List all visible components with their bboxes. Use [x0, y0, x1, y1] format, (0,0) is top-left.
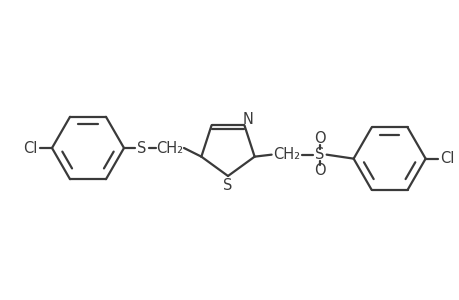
Text: O: O [313, 163, 325, 178]
Text: S: S [137, 140, 146, 155]
Text: N: N [242, 112, 253, 127]
Text: Cl: Cl [23, 140, 38, 155]
Text: S: S [223, 178, 232, 193]
Text: O: O [313, 131, 325, 146]
Text: S: S [314, 147, 324, 162]
Text: CH₂: CH₂ [273, 147, 300, 162]
Text: CH₂: CH₂ [156, 140, 183, 155]
Text: Cl: Cl [439, 151, 453, 166]
